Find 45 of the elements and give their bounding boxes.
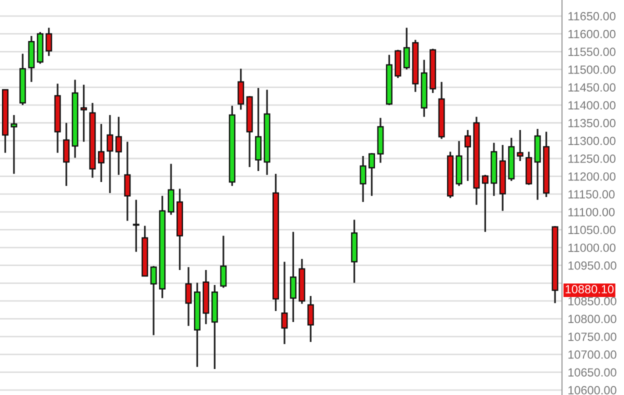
- text: 10880.10: [566, 285, 614, 294]
- candlestick: [63, 122, 70, 187]
- candlestick: [281, 260, 288, 345]
- y-tick-label: 11400.00: [568, 101, 616, 110]
- y-tick-label: 11250.00: [568, 154, 616, 163]
- candlestick: [403, 26, 410, 70]
- y-tick-label: 10850.00: [568, 297, 616, 306]
- y-tick-label: 11650.00: [568, 12, 616, 20]
- candlestick: [255, 87, 262, 172]
- candlestick: [290, 231, 296, 323]
- y-tick-label: 11550.00: [568, 48, 616, 56]
- candlestick: [80, 84, 88, 143]
- candlestick: [307, 295, 314, 343]
- y-tick-label: 11350.00: [568, 118, 616, 128]
- candlestick: [46, 26, 52, 57]
- y-tick-label: 10650.00: [568, 368, 616, 377]
- y-tick-label: 11600.00: [568, 30, 616, 38]
- y-tick-label: 11500.00: [568, 65, 616, 74]
- candlestick: [220, 234, 227, 289]
- candlestick: [360, 155, 366, 203]
- candlestick: [516, 129, 524, 162]
- candlestick: [482, 174, 488, 233]
- candlestick: [368, 152, 375, 197]
- candlestick: [98, 123, 104, 183]
- y-tick-label: 11050.00: [568, 226, 616, 234]
- candlestick: [115, 116, 122, 176]
- candlestick: [150, 265, 157, 336]
- candlestick: [464, 129, 471, 182]
- y-tick-label: 10750.00: [568, 332, 616, 341]
- y-tick-label: 10700.00: [568, 350, 616, 359]
- y-tick-label: 11100.00: [568, 208, 615, 216]
- candlestick: [185, 266, 192, 327]
- candlestick: [106, 114, 114, 194]
- y-tick-label: 11200.00: [568, 172, 616, 181]
- y-tick-label: 10800.00: [568, 314, 616, 324]
- y-tick-label: 11450.00: [568, 83, 616, 92]
- y-tick-label: 11150.00: [568, 190, 615, 199]
- candlestick: [238, 68, 244, 111]
- candlestick: [168, 163, 174, 216]
- candlestick: [10, 114, 18, 175]
- y-tick-label: 10600.00: [568, 386, 616, 394]
- y-tick-label: 11000.00: [568, 244, 616, 252]
- candlestick: [124, 140, 131, 222]
- y-tick-label: 11300.00: [568, 136, 616, 146]
- y-tick-label: 10950.00: [568, 261, 616, 270]
